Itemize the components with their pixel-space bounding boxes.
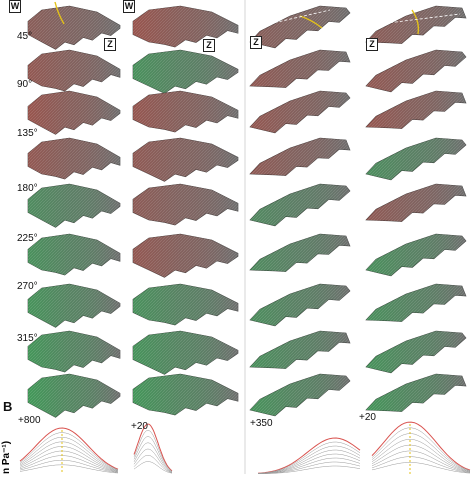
y-axis-label: n Pa⁻¹) bbox=[1, 440, 12, 474]
surface-mesh bbox=[250, 138, 350, 176]
angle-label-90: 90° bbox=[17, 79, 33, 90]
surface-mesh bbox=[28, 50, 120, 92]
response-curve bbox=[133, 455, 173, 474]
response-curve bbox=[371, 462, 471, 474]
surface-mesh bbox=[133, 138, 238, 182]
scale-label-3: +350 bbox=[250, 418, 273, 429]
highlight-curve bbox=[54, 1, 65, 25]
surface-mesh bbox=[133, 374, 238, 416]
axis-tag-z-col1: Z bbox=[104, 38, 116, 51]
response-curve bbox=[133, 430, 173, 472]
angle-label-315: 315° bbox=[17, 333, 38, 344]
surface-mesh bbox=[250, 374, 350, 416]
surface-mesh bbox=[133, 91, 238, 133]
surface-mesh bbox=[250, 184, 350, 226]
surface-mesh bbox=[366, 91, 466, 129]
response-curve bbox=[19, 459, 119, 473]
dashed-line bbox=[259, 9, 331, 27]
surface-mesh bbox=[366, 50, 466, 92]
response-curve bbox=[371, 439, 471, 472]
response-curve bbox=[19, 441, 119, 471]
scale-label-4: +20 bbox=[359, 412, 376, 423]
angle-label-45: 45° bbox=[17, 31, 33, 42]
response-curve bbox=[19, 464, 119, 474]
response-curve bbox=[257, 457, 361, 474]
surface-mesh bbox=[366, 331, 466, 373]
surface-mesh bbox=[133, 50, 238, 94]
surface-mesh bbox=[250, 331, 350, 369]
surface-mesh bbox=[28, 138, 120, 180]
surface-mesh bbox=[28, 374, 120, 418]
response-curve bbox=[19, 446, 119, 472]
surface-mesh bbox=[366, 138, 466, 180]
response-curve bbox=[258, 465, 361, 475]
surface-mesh bbox=[28, 184, 120, 228]
response-curve bbox=[133, 423, 173, 472]
angle-label-270: 270° bbox=[17, 281, 38, 292]
response-curve bbox=[371, 444, 471, 473]
surface-mesh bbox=[28, 234, 120, 276]
response-curve bbox=[371, 456, 471, 473]
highlight-curve bbox=[411, 9, 420, 35]
response-curve bbox=[19, 455, 119, 473]
response-curve bbox=[371, 433, 471, 472]
surface-mesh bbox=[366, 374, 466, 412]
surface-mesh bbox=[366, 234, 466, 276]
surface-mesh bbox=[366, 6, 466, 44]
axis-tag-z-col3: Z bbox=[250, 36, 262, 49]
scale-label-2: +20 bbox=[131, 421, 148, 432]
surface-mesh bbox=[133, 234, 238, 278]
surface-mesh bbox=[28, 6, 120, 50]
surface-mesh bbox=[250, 91, 350, 133]
response-curve bbox=[257, 441, 361, 474]
response-curve bbox=[371, 421, 471, 471]
surface-mesh bbox=[28, 91, 120, 135]
surface-mesh bbox=[250, 234, 350, 272]
axis-tag-z-col2: Z bbox=[203, 39, 215, 52]
response-curve bbox=[133, 442, 173, 473]
highlight-curve bbox=[299, 15, 323, 29]
angle-label-180: 180° bbox=[17, 183, 38, 194]
surface-mesh bbox=[133, 331, 238, 375]
response-curve bbox=[257, 449, 361, 474]
axis-tag-z-col4: Z bbox=[366, 38, 378, 51]
scale-label-1: +800 bbox=[18, 415, 41, 426]
surface-mesh bbox=[366, 284, 466, 322]
surface-mesh bbox=[133, 184, 238, 226]
response-curve bbox=[257, 461, 361, 475]
response-curve bbox=[257, 445, 361, 474]
response-curve bbox=[133, 461, 173, 474]
response-curve bbox=[371, 450, 471, 473]
response-curve bbox=[19, 427, 119, 470]
surface-mesh bbox=[133, 6, 238, 48]
angle-label-135: 135° bbox=[17, 128, 38, 139]
axis-tag-w-col1: W bbox=[9, 0, 21, 13]
surface-mesh bbox=[133, 284, 238, 326]
response-curve bbox=[257, 453, 361, 474]
response-curve bbox=[19, 436, 119, 471]
response-curve bbox=[19, 450, 119, 472]
response-curve bbox=[133, 436, 173, 472]
dashed-line bbox=[379, 13, 461, 25]
panel-b-label: B bbox=[3, 399, 13, 414]
response-curve bbox=[133, 448, 173, 473]
surface-mesh bbox=[250, 6, 350, 48]
response-curve bbox=[19, 432, 119, 470]
response-curve bbox=[257, 437, 361, 474]
surface-mesh bbox=[28, 331, 120, 373]
axis-tag-w-col2: W bbox=[123, 0, 135, 13]
surface-mesh bbox=[250, 284, 350, 326]
angle-label-225: 225° bbox=[17, 233, 38, 244]
surface-mesh bbox=[250, 50, 350, 88]
surface-mesh bbox=[366, 184, 466, 222]
response-curve bbox=[371, 427, 471, 471]
surface-mesh bbox=[28, 284, 120, 328]
